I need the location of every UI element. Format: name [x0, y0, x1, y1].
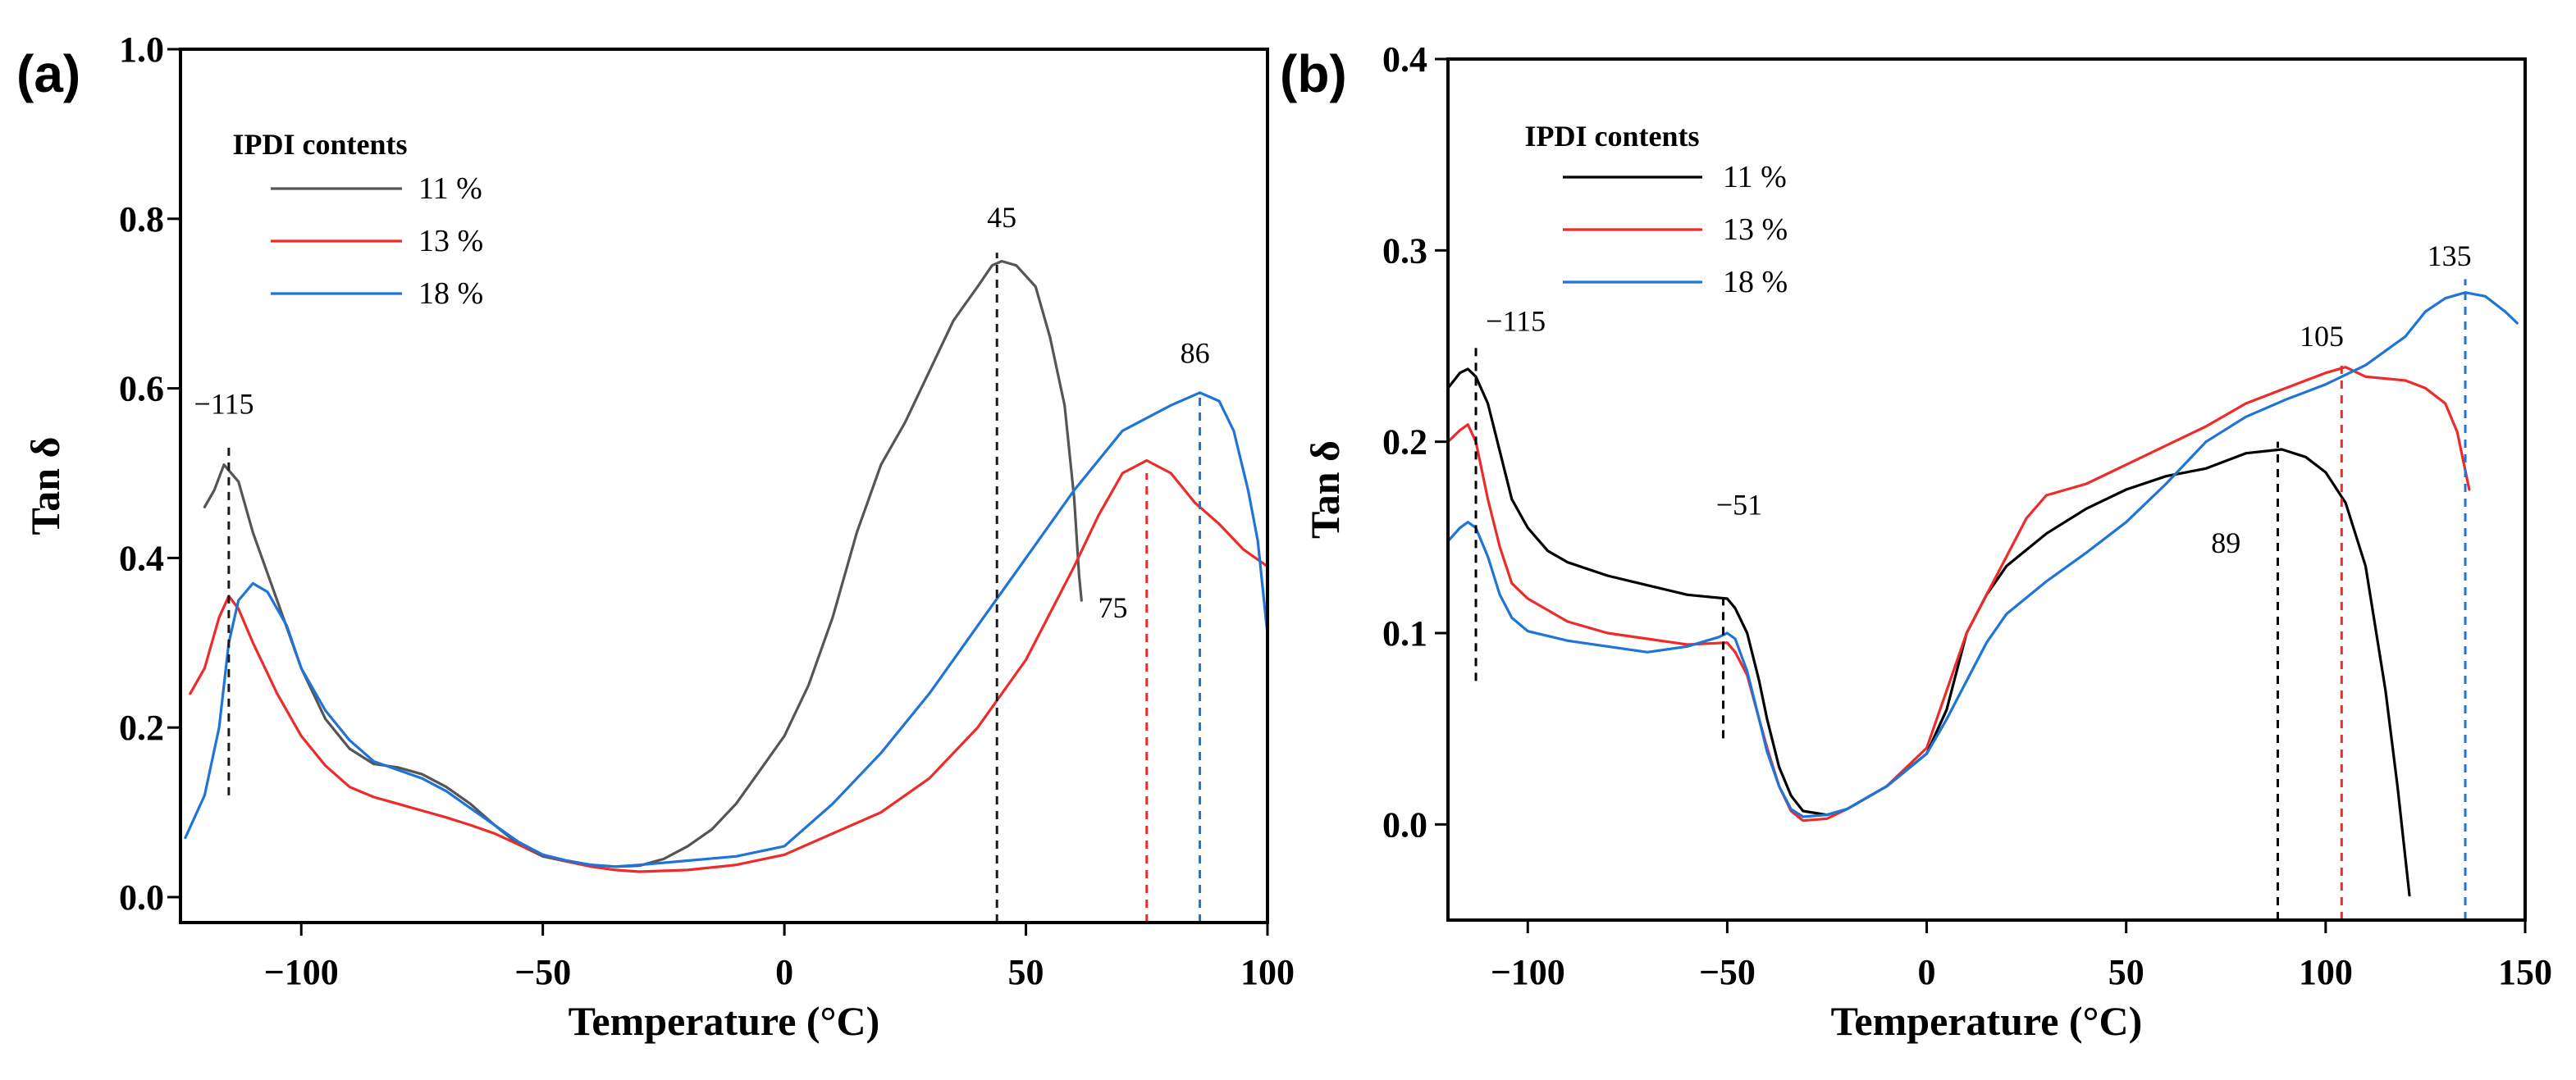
legend: IPDI contents 11 % 13 % 18 %	[233, 128, 484, 311]
x-tick-label: 100	[2299, 952, 2353, 992]
plot-frame	[1446, 57, 2527, 922]
peak-annotation: 86	[1181, 337, 1210, 370]
x-tick-label: −50	[514, 952, 571, 992]
x-tick-label: −100	[264, 952, 339, 992]
y-tick-label: 0.3	[1382, 230, 1427, 271]
legend-title: IPDI contents	[233, 128, 408, 161]
y-axis-title: Tan δ	[22, 436, 68, 535]
y-tick-label: 0.0	[1382, 804, 1427, 845]
legend-label: 18 %	[1723, 265, 1788, 299]
panel-label: (b)	[1280, 44, 1347, 103]
y-tick-label: 0.1	[1382, 613, 1427, 654]
legend-label: 13 %	[418, 224, 483, 258]
peak-annotation: −51	[1716, 488, 1762, 521]
plot-frame	[179, 48, 1269, 924]
y-tick-label: 0.2	[1382, 422, 1427, 463]
x-tick-label: 0	[1918, 952, 1936, 992]
x-tick-label: −50	[1699, 952, 1756, 992]
x-tick-label: −100	[1491, 952, 1565, 992]
series-line-11-percent	[1446, 367, 2411, 897]
y-tick-label: 0.0	[119, 877, 164, 918]
legend-label: 11 %	[418, 171, 482, 206]
x-axis-title: Temperature (°C)	[569, 998, 880, 1044]
series-line-11-percent	[203, 259, 1083, 868]
x-tick-label: 100	[1240, 952, 1295, 992]
peak-annotation: −115	[194, 388, 254, 421]
series-line-13-percent	[1446, 366, 2471, 823]
series-line-13-percent	[189, 458, 1269, 873]
y-tick-label: 0.4	[119, 538, 164, 578]
peak-annotation: 89	[2211, 526, 2240, 559]
x-axis-title: Temperature (°C)	[1831, 998, 2143, 1044]
legend-label: 18 %	[418, 276, 483, 311]
y-tick-label: 0.8	[119, 199, 164, 239]
y-tick-label: 0.4	[1382, 39, 1427, 80]
x-tick-label: 0	[775, 952, 793, 992]
y-tick-label: 0.2	[119, 708, 164, 748]
legend-label: 11 %	[1723, 160, 1787, 194]
x-tick-label: 150	[2498, 952, 2552, 992]
peak-annotation: 45	[987, 201, 1016, 234]
panel-b: −100 −50 0 50 100 150 0.0 0.1 0.2 0.3 0.4 Temperatu…	[1280, 39, 2552, 1044]
panel-a: −100 −50 0 50 100 0.0 0.2 0.4 0.6 0.8 1.0 Temperatu…	[16, 30, 1295, 1044]
peak-annotation: 105	[2300, 320, 2344, 353]
x-tick-label: 50	[2108, 952, 2144, 992]
peak-annotation: 75	[1098, 591, 1128, 624]
legend-title: IPDI contents	[1525, 120, 1700, 153]
legend-label: 13 %	[1723, 212, 1788, 247]
y-tick-label: 0.6	[119, 369, 164, 409]
peak-annotation: 135	[2428, 239, 2472, 272]
x-tick-label: 50	[1008, 952, 1044, 992]
y-tick-label: 1.0	[119, 30, 164, 70]
peak-annotation: −115	[1486, 304, 1546, 337]
series-line-18-percent	[184, 391, 1269, 868]
series-line-18-percent	[1446, 291, 2519, 818]
legend: IPDI contents 11 % 13 % 18 %	[1525, 120, 1788, 299]
panel-label: (a)	[16, 44, 80, 103]
y-axis-title: Tan δ	[1302, 440, 1348, 539]
